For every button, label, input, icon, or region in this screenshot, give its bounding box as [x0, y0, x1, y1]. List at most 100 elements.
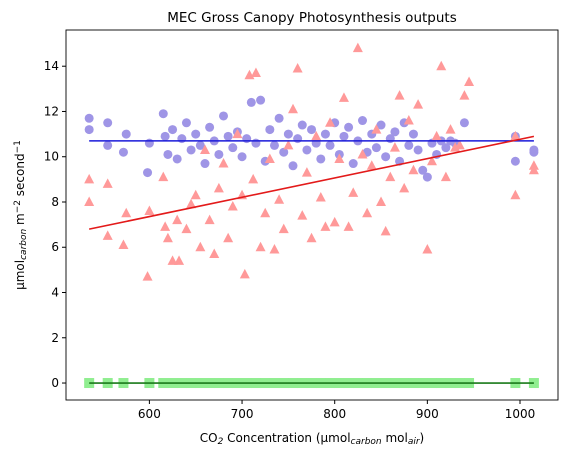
point	[362, 207, 373, 218]
point	[436, 60, 447, 71]
point	[246, 97, 256, 107]
point	[190, 189, 201, 200]
point	[237, 152, 247, 162]
point	[426, 155, 437, 166]
point	[408, 164, 419, 175]
point	[348, 159, 358, 169]
point	[459, 118, 469, 128]
point	[172, 154, 182, 164]
x-tick-label: 900	[416, 407, 439, 421]
point	[529, 145, 539, 155]
point	[344, 122, 354, 132]
plot-frame	[65, 29, 559, 401]
point	[408, 129, 418, 139]
point	[158, 171, 169, 182]
point	[191, 129, 201, 139]
x-tick-label: 1000	[505, 407, 536, 421]
point	[250, 67, 261, 77]
point	[464, 76, 475, 87]
point	[255, 241, 266, 252]
point	[293, 134, 303, 144]
point	[181, 118, 191, 128]
point	[177, 134, 187, 144]
point	[223, 131, 233, 141]
x-tick-label: 800	[323, 407, 346, 421]
y-tick-label: 8	[51, 195, 59, 209]
point	[102, 230, 113, 240]
point	[325, 140, 335, 150]
point	[251, 138, 261, 148]
point	[352, 42, 363, 53]
point	[269, 140, 279, 150]
point	[264, 153, 275, 163]
point	[297, 120, 307, 130]
point	[431, 130, 442, 141]
point	[142, 271, 153, 281]
point	[320, 221, 331, 231]
point	[381, 152, 391, 162]
y-tick-label: 2	[51, 331, 59, 345]
label-part: −2	[13, 200, 23, 213]
point	[118, 239, 129, 249]
point	[459, 90, 470, 100]
point	[343, 221, 354, 231]
point	[248, 173, 259, 184]
point	[218, 158, 229, 168]
point	[172, 214, 183, 225]
point	[288, 103, 299, 114]
point	[242, 134, 252, 144]
point	[422, 172, 432, 182]
point	[205, 122, 215, 132]
point	[339, 131, 349, 141]
point	[454, 139, 465, 150]
point	[103, 140, 113, 150]
point	[195, 140, 205, 150]
point	[380, 225, 391, 236]
y-axis-label: μmolcarbon m−2 second−1	[13, 140, 29, 290]
point	[329, 216, 340, 227]
chart-title: MEC Gross Canopy Photosynthesis outputs	[167, 10, 457, 26]
point	[316, 154, 326, 164]
point	[186, 145, 196, 155]
point	[121, 129, 131, 139]
point	[167, 255, 178, 265]
point	[292, 62, 303, 73]
point	[390, 127, 400, 137]
point	[204, 214, 215, 225]
point	[102, 178, 113, 188]
point	[528, 160, 539, 170]
point	[278, 223, 289, 234]
label-part: Concentration (μmol	[223, 431, 350, 445]
point	[301, 167, 312, 177]
y-tick-label: 10	[44, 150, 59, 164]
y-tick-label: 4	[51, 286, 59, 300]
label-part: 2	[218, 437, 224, 447]
point	[162, 232, 173, 243]
point	[84, 173, 95, 184]
point	[510, 189, 521, 200]
label-part: m	[13, 213, 27, 229]
point	[422, 244, 433, 254]
point	[265, 125, 275, 135]
point	[214, 149, 224, 159]
point	[311, 130, 322, 141]
point	[209, 248, 220, 259]
point	[371, 143, 381, 153]
label-part: )	[420, 431, 425, 445]
point	[445, 124, 456, 134]
point	[357, 148, 368, 159]
point	[279, 147, 289, 157]
point	[288, 161, 298, 171]
point	[232, 128, 243, 139]
y-tick-label: 6	[51, 240, 59, 254]
label-part: CO	[200, 431, 218, 445]
point	[200, 159, 210, 169]
point	[338, 92, 349, 102]
label-part: air	[408, 437, 421, 447]
point	[413, 145, 423, 155]
point	[307, 125, 317, 135]
y-tick-label: 14	[44, 59, 59, 73]
point	[213, 182, 224, 193]
trend-line	[89, 135, 535, 230]
point	[510, 130, 521, 141]
